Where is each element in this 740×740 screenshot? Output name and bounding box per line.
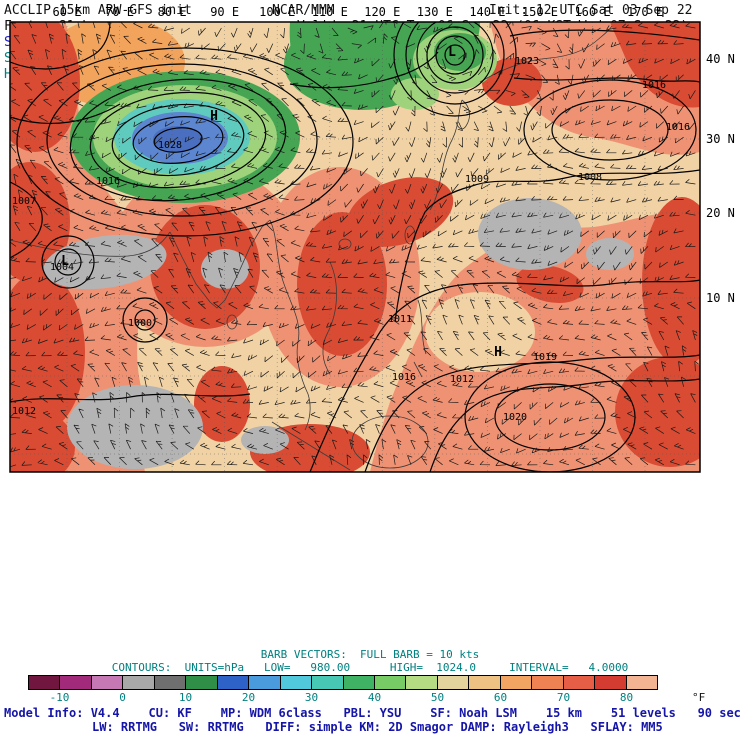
contour-labels: 1007 1016 1028 1004 1000 1012 1023 1016 1016 1008…: [12, 56, 690, 423]
weather-map: 60 E 70 E 80 E 90 E 100 E 110 E 120 E 130 E 140 …: [9, 5, 735, 473]
pressure-label: 1016: [96, 176, 120, 187]
pressure-label: 1000: [128, 318, 152, 329]
init-time-label: Init: 12 UTC Sat 03 Sep 22: [489, 3, 693, 18]
lon-label: 140 E: [469, 5, 505, 19]
pressure-label: 1012: [12, 406, 36, 417]
high-low-markers: L H L H: [61, 45, 502, 360]
lon-label: 160 E: [574, 5, 610, 19]
colorbar-tick-label: 30: [304, 691, 319, 704]
model-info-line2: LW: RRTMG SW: RRTMG DIFF: simple KM: 2D …: [92, 720, 663, 734]
lat-label: 40 N: [706, 52, 735, 66]
colorbar-segment: [563, 676, 596, 689]
colorbar-tick-label: 40: [367, 691, 382, 704]
high-marker: H: [210, 109, 218, 124]
lon-label: 120 E: [364, 5, 400, 19]
colorbar-tick-label: -10: [49, 691, 70, 704]
lon-label: 70 E: [105, 5, 134, 19]
lat-label: 20 N: [706, 206, 735, 220]
pressure-label: 1028: [158, 140, 182, 151]
barb-legend-text: BARB VECTORS: FULL BARB = 10 kts: [260, 648, 480, 661]
pressure-label: 1012: [450, 374, 474, 385]
pressure-label: 1009: [465, 174, 489, 185]
pressure-label: 1016: [666, 122, 690, 133]
low-marker: L: [61, 254, 69, 269]
colorbar-tick-label: 80: [619, 691, 634, 704]
pressure-label: 1019: [533, 352, 557, 363]
lon-label: 100 E: [259, 5, 295, 19]
colorbar-segment: [343, 676, 375, 689]
colorbar-segment: [374, 676, 407, 689]
colorbar-segment: [249, 676, 281, 689]
center-org-label: NCAR/MMM: [272, 3, 335, 18]
lon-label: 130 E: [417, 5, 453, 19]
pressure-label: 1016: [642, 80, 666, 91]
pressure-label: 1008: [578, 172, 602, 183]
pressure-label: 1020: [503, 412, 527, 423]
colorbar-tick-label: 60: [493, 691, 508, 704]
colorbar-segment: [29, 676, 61, 689]
colorbar-segment: [595, 676, 627, 689]
lon-label: 80 E: [158, 5, 187, 19]
contour-legend-text: CONTOURS: UNITS=hPa LOW= 980.00 HIGH= 10…: [111, 661, 629, 674]
colorbar-segment: [312, 676, 344, 689]
colorbar-segment: [437, 676, 470, 689]
colorbar-segment: [217, 676, 250, 689]
colorbar-segment: [469, 676, 501, 689]
pressure-label: 1007: [12, 196, 36, 207]
colorbar-tick-label: 20: [241, 691, 256, 704]
lon-label: 60 E: [53, 5, 82, 19]
temperature-colorbar: [28, 675, 658, 690]
colorbar-segment: [500, 676, 533, 689]
colorbar-segment: [60, 676, 92, 689]
lon-label: 150 E: [522, 5, 558, 19]
colorbar-segment: [123, 676, 155, 689]
low-marker: L: [448, 45, 456, 60]
map-border: [9, 21, 701, 473]
high-marker: H: [494, 345, 502, 360]
longitude-axis: 60 E 70 E 80 E 90 E 100 E 110 E 120 E 130 E 140 …: [53, 5, 664, 19]
colorbar-segment: [186, 676, 218, 689]
colorbar-tick-label: 70: [556, 691, 571, 704]
colorbar-tick-label: 10: [178, 691, 193, 704]
pressure-label: 1004: [50, 262, 74, 273]
wind-barbs: [10, 22, 699, 468]
colorbar-unit: °F: [692, 691, 706, 704]
colorbar-segment: [154, 676, 187, 689]
colorbar-tick-label: 50: [430, 691, 445, 704]
lon-label: 110 E: [312, 5, 348, 19]
colorbar-segment: [280, 676, 313, 689]
colorbar-segment: [91, 676, 124, 689]
temperature-shading: [10, 22, 700, 472]
lon-label: 90 E: [210, 5, 239, 19]
pressure-label: 1016: [392, 372, 416, 383]
pressure-label: 1023: [515, 56, 539, 67]
lat-label: 10 N: [706, 291, 735, 305]
colorbar-segment: [532, 676, 564, 689]
pressure-label: 1011: [388, 314, 412, 325]
lon-label: 170 E: [627, 5, 663, 19]
colorbar-segment: [626, 676, 658, 689]
colorbar-tick-label: 0: [119, 691, 126, 704]
colorbar-ticks: -10 0 10 20 30 40 50 60 70 80: [28, 691, 658, 704]
plot-title: ACCLIP 15km ARW-GFS init: [4, 3, 192, 18]
latitude-axis: 40 N 30 N 20 N 10 N: [706, 52, 735, 305]
lat-label: 30 N: [706, 132, 735, 146]
colorbar-segment: [406, 676, 438, 689]
model-info-line1: Model Info: V4.4 CU: KF MP: WDM 6class P…: [4, 706, 740, 720]
